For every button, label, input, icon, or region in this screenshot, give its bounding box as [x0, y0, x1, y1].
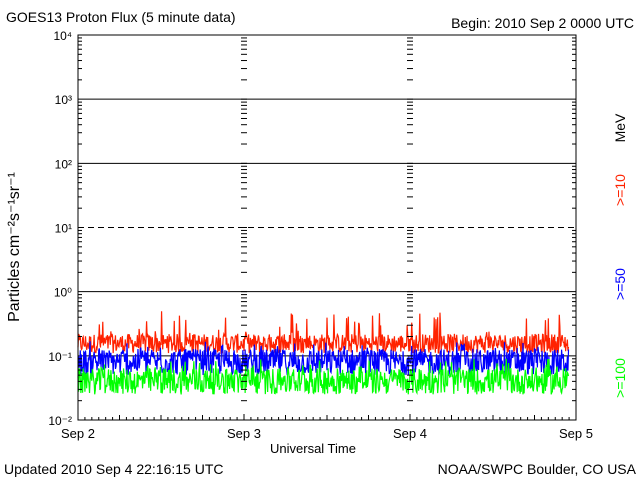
data-source: NOAA/SWPC Boulder, CO USA	[437, 461, 636, 477]
x-tick-label: Sep 3	[227, 426, 261, 441]
plot-frame	[77, 34, 577, 421]
legend-series-2: >=50	[612, 268, 628, 300]
series-line-1	[77, 311, 570, 354]
y-tick-label: 10⁰	[54, 286, 72, 300]
y-tick-label: 10²	[55, 157, 72, 171]
y-tick-label: 10¹	[55, 222, 72, 236]
y-tick-label: 10⁻¹	[48, 350, 72, 364]
updated-time: Updated 2010 Sep 4 22:16:15 UTC	[4, 461, 224, 477]
begin-time: Begin: 2010 Sep 2 0000 UTC	[451, 15, 634, 31]
y-axis-label-wrap: Particles cm⁻²s⁻¹sr⁻¹	[4, 152, 24, 342]
x-tick-label: Sep 4	[393, 426, 427, 441]
x-axis-label: Universal Time	[270, 441, 356, 456]
y-tick-label: 10⁴	[53, 29, 72, 43]
legend-series-3: >=100	[612, 358, 628, 398]
y-axis-label: Particles cm⁻²s⁻¹sr⁻¹	[6, 172, 23, 322]
unit-label: MeV	[612, 113, 628, 143]
chart-title: GOES13 Proton Flux (5 minute data)	[6, 9, 236, 25]
legend-series-1: >=10	[612, 174, 628, 206]
y-tick-label: 10³	[55, 93, 72, 107]
x-tick-label: Sep 2	[61, 426, 95, 441]
x-tick-label: Sep 5	[559, 426, 593, 441]
series-line-3	[77, 358, 570, 395]
series-line-2	[77, 341, 570, 376]
y-tick-label: 10⁻²	[48, 414, 72, 428]
